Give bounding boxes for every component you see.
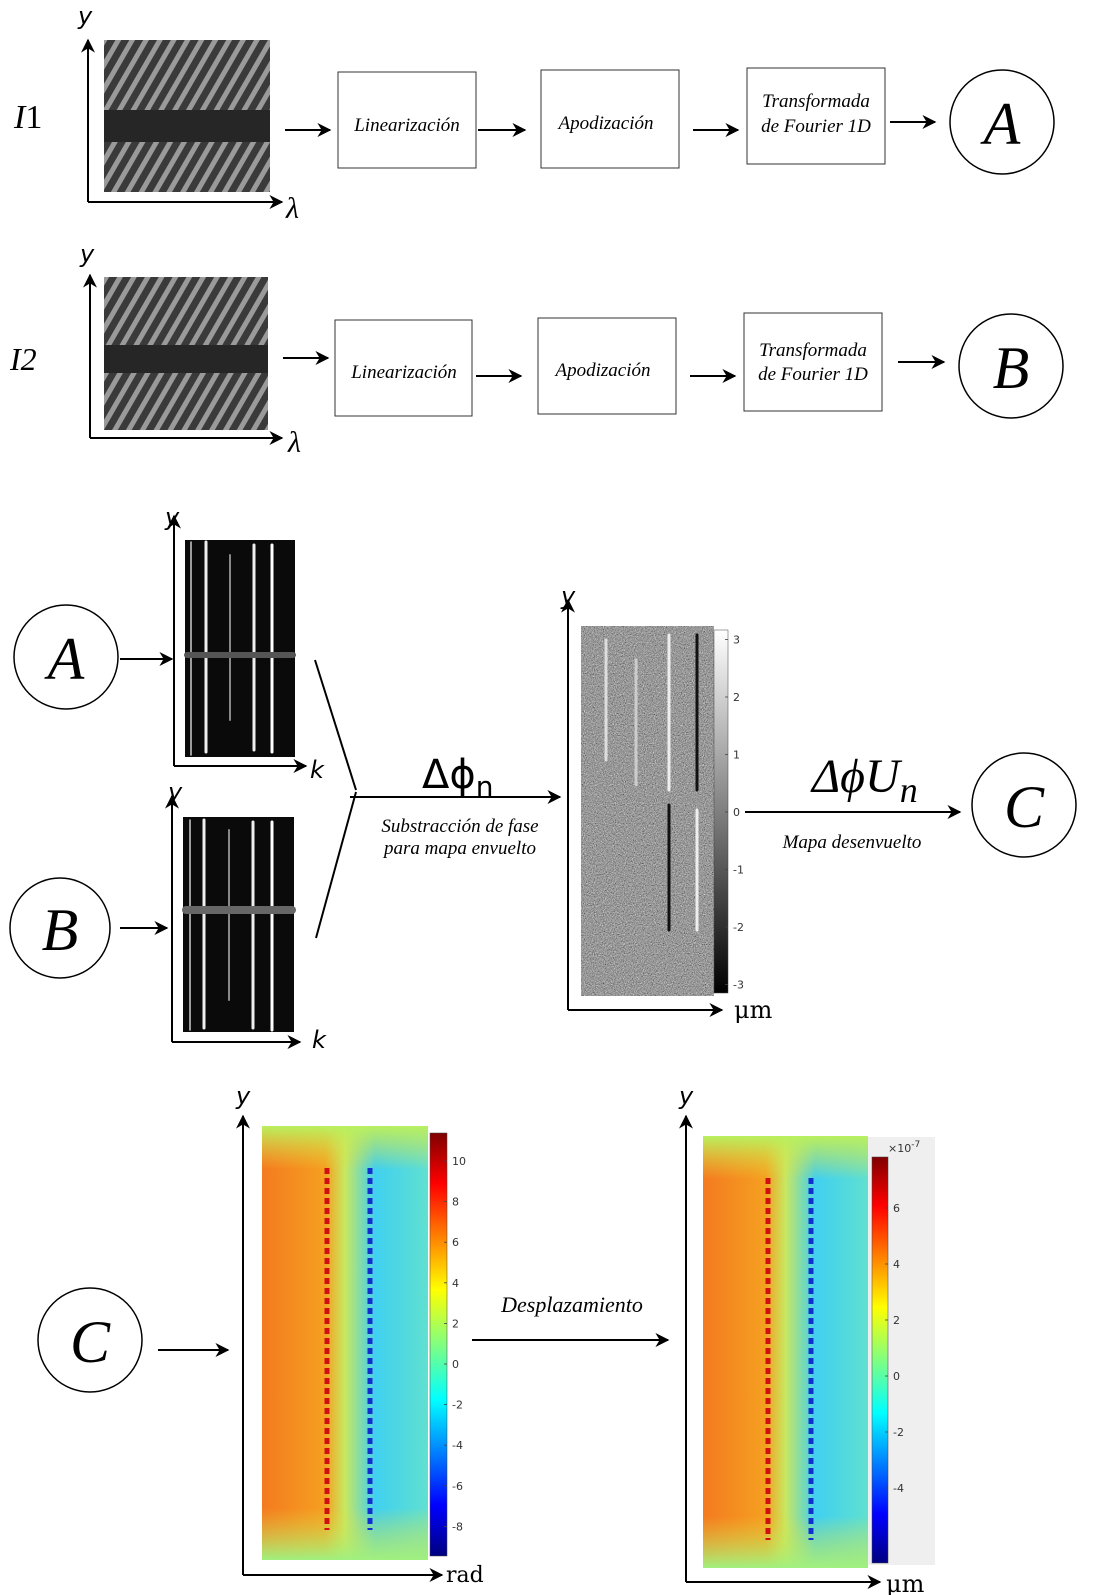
colorbar-tick-label: -4 (893, 1482, 904, 1495)
axis-label: μm (886, 1570, 925, 1595)
axis-label: k (310, 756, 325, 784)
axis-label: y (167, 778, 183, 806)
colorbar-ticks: 10 8 6 4 2 0 -2 -4 -6 -8 (444, 1155, 466, 1533)
colorbar-tick-label: 2 (452, 1317, 459, 1330)
colorbar-tick-label: -2 (733, 921, 744, 934)
caption: para mapa envuelto (382, 838, 536, 859)
step-label: de Fourier 1D (758, 364, 868, 385)
dark-band (104, 345, 268, 373)
axis-label: y (560, 582, 576, 610)
spectrum-image (183, 817, 294, 1032)
image-bg (183, 817, 294, 1032)
axis-label: y (79, 240, 95, 268)
unwrapped-phase-label: ΔϕUn (810, 750, 918, 810)
axis-label: y (164, 503, 180, 531)
axis-label: rad (446, 1563, 484, 1588)
axis-label: λ (285, 192, 299, 225)
step-label: Linearización (353, 115, 460, 136)
colorbar-tick-label: 3 (733, 634, 740, 647)
colorbar-tick-label: 0 (452, 1358, 459, 1371)
colorbar-tick-label: 2 (893, 1314, 900, 1327)
colorbar-tick-label: 10 (452, 1155, 466, 1168)
colorbar-tick-label: 1 (733, 749, 740, 762)
step-label: Apodización (557, 113, 654, 134)
figure: I1 y λ Linearización Apodización Transfo… (0, 0, 1094, 1595)
axis-label: λ (287, 426, 301, 459)
colorbar-tick-label: 0 (733, 806, 740, 819)
colorbar-tick-label: -4 (452, 1439, 463, 1452)
colorbar (872, 1157, 888, 1563)
merge-line (316, 792, 356, 938)
colorbar-tick-label: 6 (452, 1236, 459, 1249)
colorbar-tick-label: 2 (733, 691, 740, 704)
spectrum-image (185, 540, 295, 757)
caption: Substracción de fase (381, 816, 538, 837)
axis-label: y (678, 1082, 694, 1110)
colorbar-tick-label: 8 (452, 1196, 459, 1209)
displacement-map (703, 1136, 935, 1568)
step-box (744, 313, 882, 411)
step-label: Desplazamiento (500, 1292, 643, 1317)
page: Diagrama de procesamiento de fase {"row1… (0, 0, 1094, 1595)
wrapped-phase-label: Δϕn (422, 752, 494, 803)
colorbar-tick-label: -8 (452, 1520, 463, 1533)
axis-label: μm (734, 996, 773, 1024)
colorbar (714, 630, 728, 993)
body: I1 y λ Linearización Apodización Transfo… (0, 0, 1094, 1595)
step-label: Apodización (554, 360, 651, 381)
input-label: B (42, 897, 79, 963)
axis-label: k (312, 1026, 327, 1054)
colorbar-tick-label: -2 (452, 1399, 463, 1412)
step-label: de Fourier 1D (761, 116, 871, 137)
output-label: C (1004, 774, 1045, 840)
colorbar-tick-label: 4 (452, 1277, 459, 1290)
map-field-edge (262, 1126, 428, 1560)
colorbar-tick-label: -2 (893, 1426, 904, 1439)
input-label: A (44, 626, 85, 692)
axis-label: y (77, 2, 93, 30)
caption: Mapa desenvuelto (782, 832, 922, 853)
colorbar-tick-label: 4 (893, 1258, 900, 1271)
colorbar-tick-label: 6 (893, 1202, 900, 1215)
step-label: Transformada (762, 91, 870, 112)
colorbar (430, 1133, 447, 1556)
image-bg (185, 540, 295, 757)
phase-map (262, 1126, 447, 1560)
row-label: I1 (13, 99, 42, 136)
output-label: B (993, 335, 1030, 401)
map-field-edge (703, 1136, 868, 1568)
input-label: C (70, 1309, 111, 1375)
dark-band (104, 110, 270, 142)
axis-label: y (235, 1082, 251, 1110)
map-noise (581, 626, 714, 996)
output-label: A (980, 91, 1021, 157)
step-label: Linearización (350, 362, 457, 383)
colorbar-tick-label: -6 (452, 1480, 463, 1493)
row-label: I2 (9, 341, 37, 377)
step-label: Transformada (759, 340, 867, 361)
colorbar-tick-label: 0 (893, 1370, 900, 1383)
wrapped-map (581, 626, 728, 996)
colorbar-tick-label: -1 (733, 864, 744, 877)
colorbar-tick-label: -3 (733, 979, 744, 992)
